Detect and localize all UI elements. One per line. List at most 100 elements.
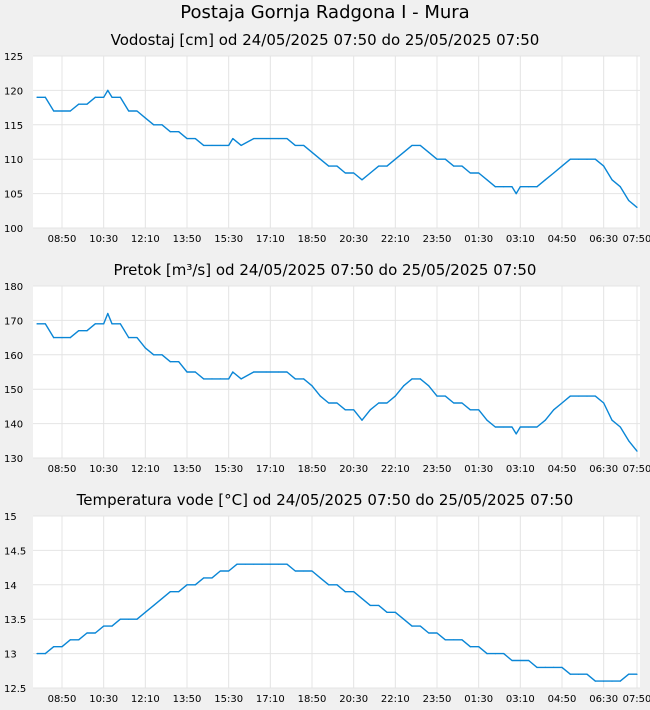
data-point xyxy=(144,347,146,349)
data-point xyxy=(78,330,80,332)
data-point xyxy=(594,395,596,397)
data-point xyxy=(469,172,471,174)
data-point xyxy=(278,563,280,565)
plot-area xyxy=(33,286,640,458)
chart-title: Vodostaj [cm] od 24/05/2025 07:50 do 25/… xyxy=(111,31,540,49)
data-point xyxy=(328,165,330,167)
data-point xyxy=(232,137,234,140)
y-tick-label: 170 xyxy=(4,316,23,327)
x-tick-label: 04:50 xyxy=(548,694,577,705)
data-point xyxy=(194,584,196,586)
x-tick-label: 23:50 xyxy=(423,694,452,705)
data-point xyxy=(436,395,438,397)
data-point xyxy=(411,625,413,627)
data-point xyxy=(186,137,188,140)
y-tick-label: 13 xyxy=(4,650,17,661)
x-tick-label: 01:30 xyxy=(464,464,493,475)
x-tick-label: 17:10 xyxy=(256,464,285,475)
data-point xyxy=(303,378,305,380)
x-tick-label: 20:30 xyxy=(339,464,368,475)
data-point xyxy=(494,426,496,428)
y-tick-label: 160 xyxy=(4,351,23,362)
data-point xyxy=(265,137,267,140)
data-point xyxy=(144,117,146,119)
data-point xyxy=(619,426,621,428)
data-point xyxy=(128,337,130,339)
data-point xyxy=(528,186,530,188)
data-point xyxy=(261,563,263,565)
data-point xyxy=(69,110,71,112)
x-tick-label: 08:50 xyxy=(48,464,77,475)
data-point xyxy=(161,354,163,356)
plot-area xyxy=(33,516,640,688)
x-tick-label: 12:10 xyxy=(131,464,160,475)
data-point xyxy=(528,659,530,662)
data-point xyxy=(436,158,438,160)
data-point xyxy=(161,124,163,126)
chart-title: Pretok [m³/s] od 24/05/2025 07:50 do 25/… xyxy=(114,261,537,279)
data-point xyxy=(232,371,234,373)
data-point xyxy=(178,131,180,133)
y-tick-label: 105 xyxy=(4,190,23,201)
data-point xyxy=(336,165,338,167)
data-point xyxy=(478,172,480,174)
data-point xyxy=(411,144,413,147)
x-tick-label: 22:10 xyxy=(381,464,410,475)
data-point xyxy=(311,151,313,153)
data-point xyxy=(203,144,205,147)
data-point xyxy=(478,646,480,648)
x-tick-label: 07:50 xyxy=(623,234,650,245)
data-point xyxy=(494,653,496,655)
data-point xyxy=(628,673,630,675)
x-tick-label: 01:30 xyxy=(464,694,493,705)
data-point xyxy=(444,395,446,397)
data-point xyxy=(94,323,96,325)
data-point xyxy=(628,440,630,442)
data-point xyxy=(336,402,338,404)
x-tick-label: 20:30 xyxy=(339,694,368,705)
data-point xyxy=(107,312,109,315)
data-point xyxy=(444,639,446,641)
y-tick-label: 13.5 xyxy=(4,615,26,626)
data-point xyxy=(36,96,38,98)
y-tick-label: 110 xyxy=(4,155,23,166)
x-tick-label: 15:30 xyxy=(214,694,243,705)
x-tick-label: 20:30 xyxy=(339,234,368,245)
x-tick-label: 18:50 xyxy=(298,234,327,245)
data-point xyxy=(86,103,88,105)
data-point xyxy=(586,158,588,160)
data-point xyxy=(578,673,580,675)
data-point xyxy=(544,666,546,668)
data-point xyxy=(228,378,230,380)
data-point xyxy=(294,378,296,380)
data-point xyxy=(469,409,471,411)
data-point xyxy=(636,206,638,208)
data-point xyxy=(636,450,638,452)
data-point xyxy=(403,618,405,620)
data-point xyxy=(428,385,430,387)
data-point xyxy=(128,618,130,620)
data-point xyxy=(211,378,213,380)
x-tick-label: 03:10 xyxy=(506,464,535,475)
data-point xyxy=(86,330,88,332)
data-point xyxy=(253,137,255,140)
data-point xyxy=(394,158,396,160)
data-point xyxy=(328,402,330,404)
data-point xyxy=(311,385,313,387)
data-point xyxy=(578,158,580,160)
data-point xyxy=(78,639,80,641)
data-point xyxy=(486,653,488,655)
x-tick-label: 04:50 xyxy=(548,464,577,475)
x-tick-label: 22:10 xyxy=(381,234,410,245)
data-point xyxy=(69,639,71,641)
data-point xyxy=(603,680,605,682)
data-point xyxy=(319,577,321,579)
data-point xyxy=(544,419,546,421)
data-point xyxy=(403,151,405,153)
data-point xyxy=(178,361,180,363)
y-tick-label: 100 xyxy=(4,224,23,235)
data-point xyxy=(344,591,346,593)
data-point xyxy=(461,402,463,404)
data-point xyxy=(594,158,596,160)
x-tick-label: 10:30 xyxy=(89,694,118,705)
